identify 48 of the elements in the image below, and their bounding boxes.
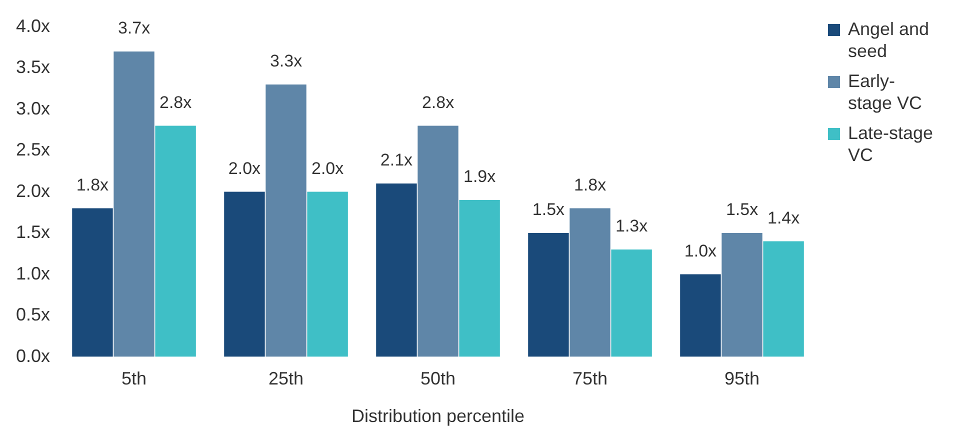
y-tick-label: 2.5x (16, 140, 50, 160)
data-label: 1.5x (532, 200, 566, 220)
bar (376, 184, 417, 357)
x-tick-label: 25th (268, 368, 304, 389)
y-tick-label: 0.0x (16, 346, 50, 366)
bar (155, 126, 196, 357)
y-tick-label: 2.0x (16, 180, 50, 201)
bar (266, 84, 306, 357)
bar (459, 200, 500, 357)
bar (224, 192, 265, 357)
data-label: 2.0x (228, 158, 262, 178)
x-tick-label: 50th (420, 368, 456, 389)
data-label: 1.3x (615, 216, 648, 236)
x-tick-label: 95th (724, 368, 760, 389)
x-tick-label: 5th (122, 368, 147, 389)
data-label: 1.9x (463, 167, 496, 186)
data-label: 2.8x (159, 92, 192, 112)
legend-label: Early-stage VC (848, 70, 924, 114)
data-label: 1.4x (767, 208, 800, 228)
bar (418, 126, 458, 357)
bar (307, 192, 348, 357)
y-tick-label: 1.0x (16, 263, 50, 284)
y-tick-label: 1.5x (16, 222, 50, 242)
data-label: 2.1x (380, 150, 414, 170)
bar (763, 241, 804, 357)
data-label: 1.5x (726, 200, 759, 220)
bar (114, 52, 154, 357)
y-tick-label: 4.0x (16, 16, 50, 36)
legend-label: Angel and seed (848, 18, 930, 62)
bar (528, 233, 569, 357)
data-label: 1.8x (76, 175, 110, 194)
bar (680, 274, 721, 357)
y-tick-label: 3.5x (16, 57, 50, 78)
bar (611, 250, 652, 357)
data-label: 1.0x (684, 241, 718, 260)
bar (722, 233, 762, 357)
bar (72, 208, 113, 357)
data-label: 2.8x (422, 92, 455, 112)
data-label: 2.0x (311, 158, 344, 178)
data-label: 1.8x (574, 175, 607, 194)
y-tick-label: 0.5x (16, 304, 50, 325)
data-label: 3.3x (270, 52, 303, 71)
x-axis-title: Distribution percentile (351, 406, 525, 426)
bar (570, 208, 610, 357)
data-label: 3.7x (118, 18, 151, 38)
y-tick-label: 3.0x (16, 98, 50, 118)
legend-label: Late-stage VC (848, 122, 934, 166)
x-tick-label: 75th (572, 368, 608, 389)
